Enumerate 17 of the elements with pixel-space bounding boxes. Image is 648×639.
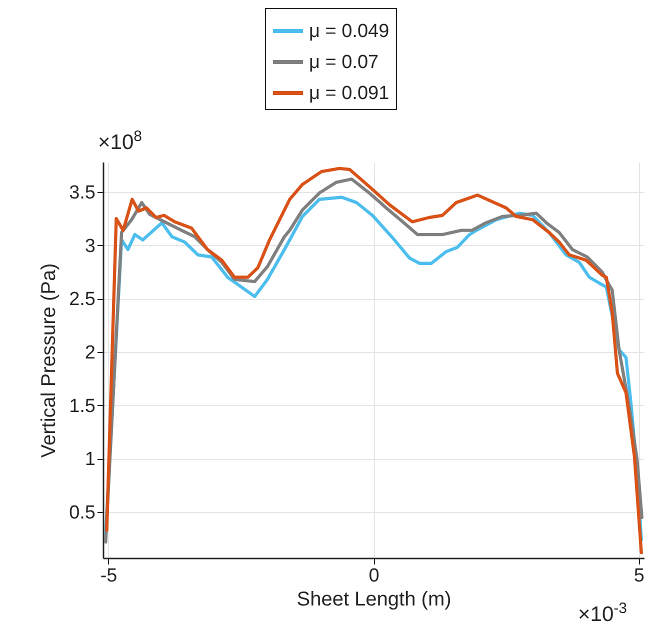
y-tick-label: 3 — [84, 236, 96, 257]
y-tick-label: 2.5 — [69, 289, 96, 310]
y-tick-label: 0.5 — [69, 502, 96, 524]
legend-label: μ = 0.07 — [309, 52, 379, 73]
x-tick-label: 5 — [634, 566, 644, 586]
text: ×10$^{8}$ — [98, 128, 142, 155]
y-tick-label: 1 — [84, 449, 96, 470]
y-tick-label: 2 — [84, 342, 96, 364]
x-tick-label: -5 — [100, 566, 118, 586]
x-tick-label: 0 — [368, 566, 380, 586]
y-tick-label: 1.5 — [69, 396, 96, 417]
x-axis-title: Sheet Length (m) — [296, 588, 452, 610]
legend-label: μ = 0.091 — [309, 83, 390, 104]
y-tick-label: 3.5 — [69, 182, 96, 204]
y-axis-title: Vertical Pressure (Pa) — [38, 263, 60, 458]
text: ×10$^{-3}$ — [578, 600, 627, 627]
legend-label: μ = 0.049 — [309, 21, 390, 42]
